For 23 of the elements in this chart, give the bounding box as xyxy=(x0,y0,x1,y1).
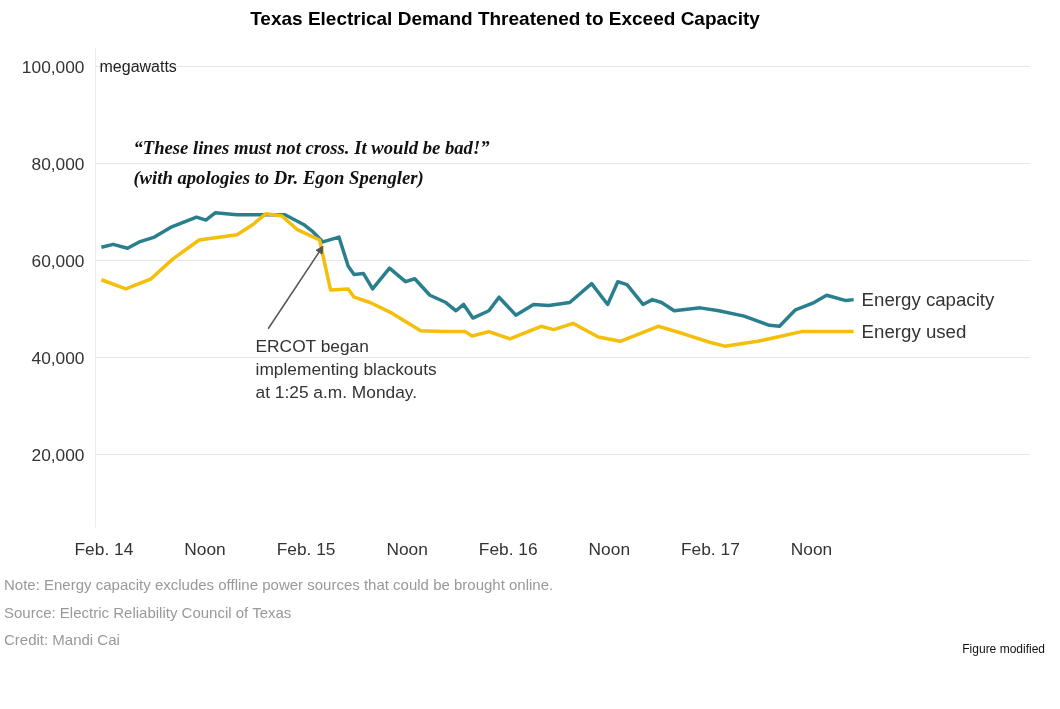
text: Credit: Mandi Cai xyxy=(4,630,121,650)
series-label: Energy capacity xyxy=(861,289,996,311)
chart-title: Texas Electrical Demand Threatened to Exceed Capacity xyxy=(250,7,760,31)
y-axis-title: megawatts xyxy=(99,58,177,76)
x-tick-label: Noon xyxy=(386,538,428,559)
annotation: “These lines must not cross. It would be bad!” (with apologies to Dr. Egon Spengler) xyxy=(133,137,491,189)
y-tick-label: 40,000 xyxy=(31,347,85,368)
y-tick-label: 20,000 xyxy=(31,444,85,465)
x-tick-label: Noon xyxy=(588,538,631,559)
x-tick-label: Feb. 15 xyxy=(276,538,336,559)
text: Figure modified xyxy=(962,641,1045,659)
x-tick-label: Noon xyxy=(184,538,226,559)
y-tick-label: 80,000 xyxy=(31,154,85,174)
series-label: Energy used xyxy=(861,321,967,343)
x-tick-label: Feb. 17 xyxy=(681,538,740,559)
x-tick-label: Feb. 16 xyxy=(478,538,538,559)
source-note: Source: Electric Reliability Council of Texas xyxy=(4,602,293,623)
y-tick-label: 60,000 xyxy=(31,250,85,271)
annotation: ERCOT began implementing blackouts at 1:25 a.m. Monday. xyxy=(255,336,437,403)
text: Note: Energy capacity excludes offline power sources that could be brought online. xyxy=(4,575,554,596)
y-tick-label: 100,000 xyxy=(21,57,85,78)
x-tick-label: Noon xyxy=(790,538,833,559)
x-tick-label: Feb. 14 xyxy=(74,538,134,559)
